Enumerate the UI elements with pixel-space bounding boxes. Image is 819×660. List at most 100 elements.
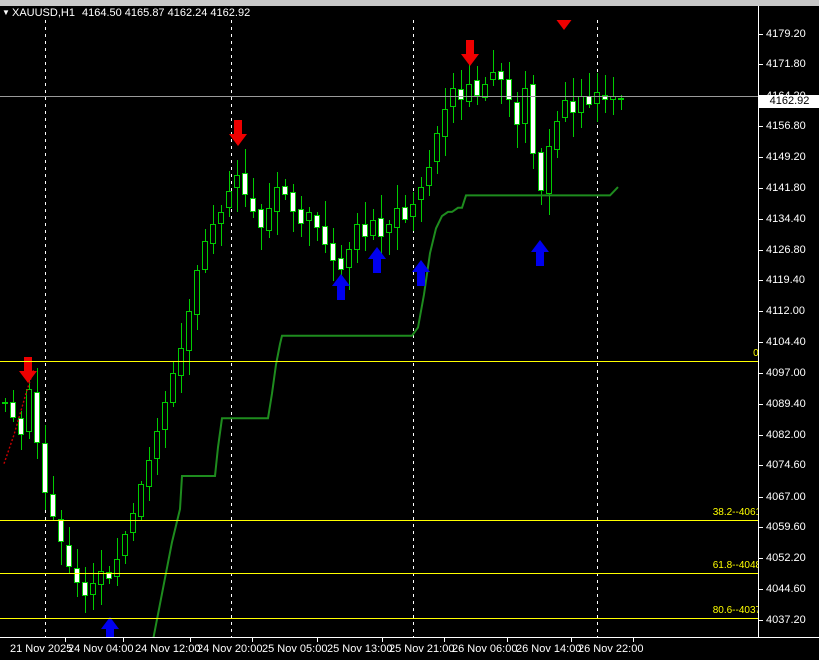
candle-wick — [389, 219, 390, 255]
candle-body — [162, 401, 168, 430]
candle-body — [330, 242, 336, 262]
price-scale[interactable]: 4179.204171.804164.204156.804149.204141.… — [758, 6, 819, 637]
candle-body — [114, 558, 120, 577]
price-tick — [759, 218, 763, 220]
arrow-down-red-icon — [556, 20, 572, 30]
candle-body — [98, 570, 104, 586]
candle-wick — [221, 204, 222, 246]
candle-body — [18, 417, 24, 435]
symbol-label: XAUUSD,H1 — [12, 7, 75, 19]
time-tick — [507, 638, 508, 642]
arrow-down-gray-icon — [609, 20, 631, 32]
candle-body — [570, 101, 576, 113]
candle-body — [562, 100, 568, 119]
time-tick-label: 25 Nov 13:00 — [327, 643, 393, 655]
price-tick — [759, 33, 763, 35]
time-tick — [444, 638, 445, 642]
candle-body — [490, 71, 496, 81]
time-tick — [571, 638, 572, 642]
arrow-shape — [412, 260, 430, 286]
candle-body — [450, 88, 456, 108]
price-tick — [759, 342, 763, 344]
fib-level-line[interactable] — [0, 618, 819, 620]
arrow-up-blue-icon — [531, 240, 549, 266]
time-tick-label: 24 Nov 12:00 — [135, 643, 201, 655]
fib-level-label: 61.8--4048.39 — [712, 560, 775, 572]
candle-body — [290, 192, 296, 212]
candle-body — [306, 211, 312, 221]
price-tick-label: 4156.80 — [766, 120, 806, 133]
price-tick — [759, 434, 763, 436]
price-tick — [759, 249, 763, 251]
time-tick-label: 24 Nov 04:00 — [68, 643, 134, 655]
price-tick — [759, 372, 763, 374]
candle-body — [410, 203, 416, 217]
price-tick-label: 4089.40 — [766, 398, 806, 411]
time-tick — [190, 638, 191, 642]
candle-body — [346, 249, 352, 268]
candle-wick — [605, 75, 606, 114]
candle-body — [42, 442, 48, 493]
chart-plot-area[interactable] — [0, 20, 758, 637]
candle-body — [538, 151, 544, 192]
price-tick — [759, 64, 763, 66]
fib-level-line[interactable] — [0, 520, 819, 522]
candle-body — [154, 430, 160, 460]
candle-body — [258, 208, 264, 229]
arrow-shape — [461, 40, 479, 66]
price-tick — [759, 619, 763, 621]
arrow-shape — [368, 247, 386, 273]
time-tick-label: 25 Nov 21:00 — [389, 643, 455, 655]
price-tick-label: 4149.20 — [766, 151, 806, 164]
arrow-shape — [531, 240, 549, 266]
fib-level-line[interactable] — [0, 361, 819, 363]
arrow-up-blue-icon — [332, 274, 350, 300]
candle-body — [482, 83, 488, 99]
ohlc-values: 4164.50 4165.87 4162.24 4162.92 — [81, 7, 251, 19]
time-scale[interactable]: 21 Nov 2025 24 Nov 04:00 24 Nov 12:00 24 No… — [0, 637, 819, 660]
candle-body — [138, 484, 144, 518]
candle-body — [378, 218, 384, 237]
arrow-down-red-icon — [229, 120, 247, 146]
candle-body — [74, 567, 80, 584]
arrow-down-red-icon — [19, 357, 37, 383]
candle-wick — [253, 177, 254, 218]
candle-body — [50, 494, 56, 518]
candle-wick — [493, 49, 494, 86]
arrow-up-blue-icon — [368, 247, 386, 273]
candle-body — [442, 108, 448, 137]
candle-body — [298, 208, 304, 225]
time-tick — [317, 638, 318, 642]
candle-body — [66, 544, 72, 567]
time-tick — [382, 638, 383, 642]
candle-wick — [589, 73, 590, 109]
price-tick — [759, 157, 763, 159]
price-tick — [759, 126, 763, 128]
price-tick — [759, 589, 763, 591]
candle-wick — [621, 95, 622, 110]
price-tick-label: 4171.80 — [766, 58, 806, 71]
candle-body — [130, 513, 136, 533]
candle-body — [10, 401, 16, 419]
price-tick-label: 4059.60 — [766, 521, 806, 534]
arrow-up-blue-icon — [101, 617, 119, 637]
candle-body — [202, 240, 208, 271]
candle-body — [194, 269, 200, 315]
price-tick — [759, 527, 763, 529]
fib-level-label: 80.6--4037.50 — [712, 605, 775, 617]
candle-body — [90, 583, 96, 596]
price-tick-label: 4141.80 — [766, 181, 806, 194]
chevron-down-icon[interactable]: ▼ — [2, 8, 10, 17]
candle-body — [522, 88, 528, 124]
candle-body — [434, 133, 440, 163]
price-tick — [759, 557, 763, 559]
candle-body — [210, 224, 216, 245]
candle-body — [322, 225, 328, 245]
candle-body — [426, 166, 432, 186]
candle-body — [122, 533, 128, 556]
fib-level-line[interactable] — [0, 573, 819, 575]
price-tick-label: 4112.00 — [766, 304, 805, 317]
candle-body — [242, 172, 248, 196]
time-tick-label: 24 Nov 20:00 — [197, 643, 263, 655]
